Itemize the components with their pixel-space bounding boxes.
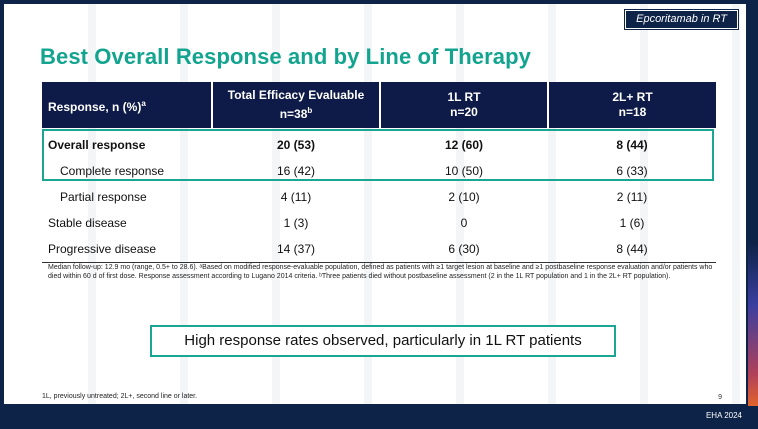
table-row: Complete response 16 (42) 10 (50) 6 (33) (42, 158, 716, 184)
cell-1l-rt: 10 (50) (444, 164, 484, 178)
abbreviations-note: 1L, previously untreated; 2L+, second li… (42, 393, 198, 400)
topic-tag: Epcoritamab in RT (625, 10, 738, 29)
table-row: Stable disease 1 (3) 0 1 (6) (42, 210, 716, 236)
cell-total: 4 (11) (280, 190, 312, 204)
table-header-row: Response, n (%)a Total Efficacy Evaluabl… (42, 82, 716, 128)
conference-label: EHA 2024 (705, 411, 742, 420)
cell-2l-rt: 8 (44) (548, 236, 716, 263)
cell-2l-rt: 6 (33) (616, 164, 648, 178)
cell-2l-rt: 8 (44) (616, 138, 648, 152)
decorative-edge-strip (748, 0, 758, 406)
table-row: Partial response 4 (11) 2 (10) 2 (11) (42, 184, 716, 210)
cell-1l-rt: 12 (60) (444, 138, 484, 152)
column-header-response: Response, n (%)a (42, 82, 213, 128)
row-label: Partial response (60, 190, 147, 204)
row-label: Complete response (60, 164, 165, 178)
row-label: Progressive disease (42, 236, 212, 263)
cell-total: 16 (42) (276, 164, 316, 178)
table-row: Progressive disease 14 (37) 6 (30) 8 (44… (42, 236, 716, 263)
column-header-2l-rt: 2L+ RT n=18 (548, 82, 716, 128)
cell-2l-rt: 1 (6) (619, 216, 645, 230)
cell-2l-rt: 2 (11) (616, 190, 648, 204)
column-header-1l-rt: 1L RT n=20 (380, 82, 549, 128)
row-label: Overall response (48, 138, 146, 152)
page-number: 9 (718, 394, 722, 401)
footer-bar: EHA 2024 (0, 406, 758, 429)
cell-1l-rt: 0 (460, 216, 468, 230)
column-header-total: Total Efficacy Evaluable n=38b (212, 82, 381, 128)
key-finding-callout: High response rates observed, particular… (150, 325, 616, 357)
row-label: Stable disease (48, 216, 127, 230)
cell-1l-rt: 2 (10) (448, 190, 480, 204)
cell-total: 1 (3) (283, 216, 309, 230)
cell-total: 20 (53) (276, 138, 316, 152)
table-footnote: Median follow-up: 12.9 mo (range, 0.5+ t… (48, 264, 713, 280)
response-table: Response, n (%)a Total Efficacy Evaluabl… (42, 82, 716, 263)
table-row: Overall response 20 (53) 12 (60) 8 (44) (42, 132, 716, 158)
slide: Epcoritamab in RT Best Overall Response … (4, 4, 746, 404)
cell-total: 14 (37) (212, 236, 380, 263)
cell-1l-rt: 6 (30) (380, 236, 548, 263)
slide-title: Best Overall Response and by Line of The… (40, 44, 531, 69)
